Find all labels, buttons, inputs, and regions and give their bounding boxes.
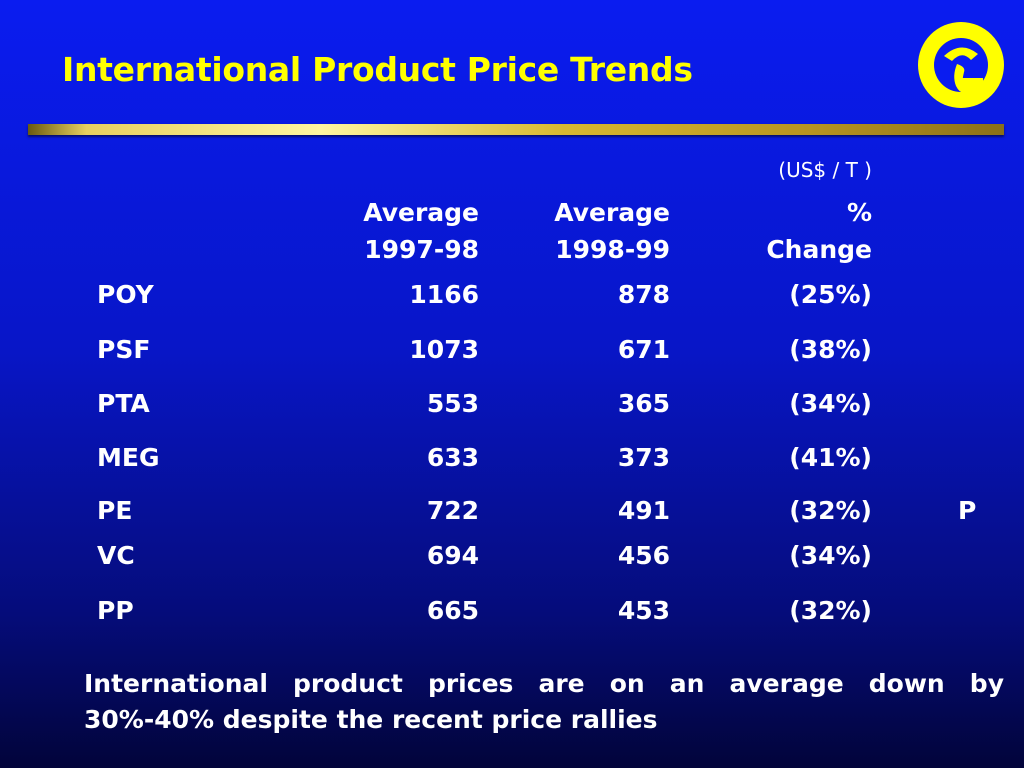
avg-1998-99-value: 671 — [617, 335, 670, 364]
pct-change-value: (38%) — [789, 335, 872, 364]
table-row: MEG 633 373 (41%) — [0, 443, 1024, 479]
avg-1997-98-value: 553 — [426, 389, 479, 418]
avg-1998-99-value: 453 — [617, 596, 670, 625]
table-row: VC 694 456 (34%) — [0, 541, 1024, 577]
product-name: PE — [97, 496, 133, 525]
slide-title: International Product Price Trends — [62, 50, 693, 89]
pct-change-value: (34%) — [789, 389, 872, 418]
pct-change-value: (32%) — [789, 496, 872, 525]
product-name: VC — [97, 541, 135, 570]
product-name: PTA — [97, 389, 150, 418]
avg-1997-98-value: 665 — [426, 596, 479, 625]
header-avg-1997-98: Average 1997-98 — [363, 198, 479, 264]
avg-1998-99-value: 491 — [617, 496, 670, 525]
avg-1998-99-value: 373 — [617, 443, 670, 472]
avg-1997-98-value: 1166 — [409, 280, 479, 309]
pct-change-value: (25%) — [789, 280, 872, 309]
avg-1997-98-value: 722 — [426, 496, 479, 525]
table-row: PE 722 491 (32%) — [0, 496, 1024, 532]
pct-change-value: (34%) — [789, 541, 872, 570]
product-name: POY — [97, 280, 154, 309]
table-row: PSF 1073 671 (38%) — [0, 335, 1024, 371]
avg-1998-99-value: 456 — [617, 541, 670, 570]
avg-1997-98-value: 1073 — [409, 335, 479, 364]
stray-letter: P — [958, 496, 977, 525]
product-name: PSF — [97, 335, 151, 364]
pct-change-value: (41%) — [789, 443, 872, 472]
summary-text: International product prices are on an a… — [84, 669, 1004, 734]
pct-change-value: (32%) — [789, 596, 872, 625]
table-row: PTA 553 365 (34%) — [0, 389, 1024, 425]
gold-divider — [28, 124, 1004, 135]
header-avg-1998-99: Average 1998-99 — [554, 198, 670, 264]
table-row: POY 1166 878 (25%) — [0, 280, 1024, 316]
header-pct-change: % Change — [766, 198, 872, 264]
product-name: PP — [97, 596, 134, 625]
reliance-logo-icon — [918, 22, 1004, 108]
unit-label: (US$ / T ) — [778, 158, 872, 182]
product-name: MEG — [97, 443, 160, 472]
avg-1997-98-value: 633 — [426, 443, 479, 472]
avg-1998-99-value: 365 — [617, 389, 670, 418]
table-row: PP 665 453 (32%) — [0, 596, 1024, 632]
avg-1997-98-value: 694 — [426, 541, 479, 570]
avg-1998-99-value: 878 — [617, 280, 670, 309]
